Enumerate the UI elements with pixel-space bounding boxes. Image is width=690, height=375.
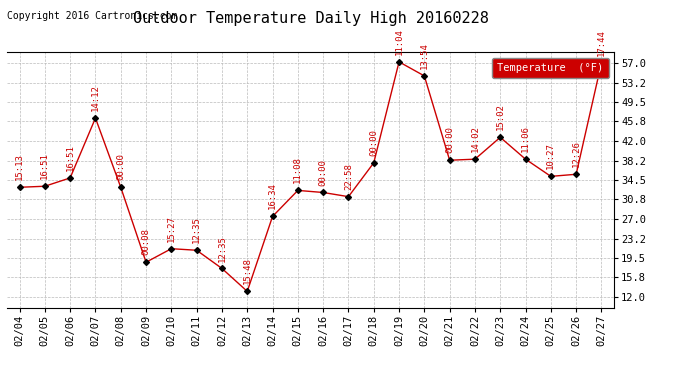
Text: 00:08: 00:08 <box>141 228 150 255</box>
Text: 00:00: 00:00 <box>319 159 328 186</box>
Text: 13:54: 13:54 <box>420 42 429 69</box>
Text: 00:00: 00:00 <box>116 153 126 180</box>
Text: 15:02: 15:02 <box>495 104 505 130</box>
Text: 16:51: 16:51 <box>66 144 75 171</box>
Text: 12:26: 12:26 <box>571 141 581 167</box>
Text: 11:08: 11:08 <box>293 157 302 183</box>
Text: 00:00: 00:00 <box>369 129 378 156</box>
Text: Outdoor Temperature Daily High 20160228: Outdoor Temperature Daily High 20160228 <box>132 11 489 26</box>
Text: 11:04: 11:04 <box>395 28 404 55</box>
Text: 15:13: 15:13 <box>15 153 24 180</box>
Text: 17:44: 17:44 <box>597 29 606 56</box>
Text: 16:34: 16:34 <box>268 183 277 210</box>
Text: 14:12: 14:12 <box>91 84 100 111</box>
Text: 22:58: 22:58 <box>344 163 353 190</box>
Text: Copyright 2016 Cartronics.com: Copyright 2016 Cartronics.com <box>7 11 177 21</box>
Legend: Temperature  (°F): Temperature (°F) <box>492 58 609 78</box>
Text: 12:35: 12:35 <box>192 216 201 243</box>
Text: 11:06: 11:06 <box>521 125 530 152</box>
Text: 14:02: 14:02 <box>471 125 480 152</box>
Text: 16:51: 16:51 <box>40 152 50 179</box>
Text: 12:35: 12:35 <box>217 235 226 261</box>
Text: 10:27: 10:27 <box>546 142 555 170</box>
Text: 15:48: 15:48 <box>243 258 252 284</box>
Text: 00:00: 00:00 <box>445 126 454 153</box>
Text: 15:27: 15:27 <box>167 215 176 242</box>
